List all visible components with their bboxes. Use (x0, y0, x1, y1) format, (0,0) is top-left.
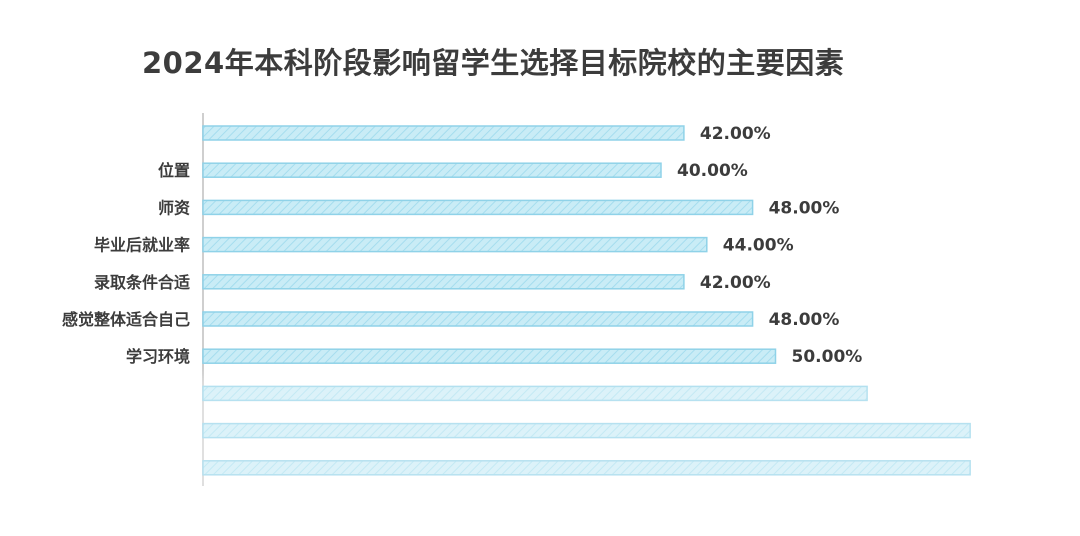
bar (202, 274, 685, 290)
data-label: 48.00% (769, 310, 840, 330)
bar (202, 422, 971, 439)
bar (202, 199, 754, 216)
category-label: 毕业后就业率 (94, 236, 190, 255)
chart-title: 2024年本科阶段影响留学生选择目标院校的主要因素 (142, 46, 845, 80)
data-label: 44.00% (723, 236, 794, 256)
category-label: 位置 (158, 161, 190, 180)
bar (202, 311, 754, 327)
bar (202, 348, 777, 364)
bar (202, 125, 685, 141)
data-label: 50.00% (792, 347, 863, 367)
data-label: 40.00% (677, 161, 748, 181)
category-label: 感觉整体适合自己 (62, 310, 190, 329)
data-label: 42.00% (700, 124, 771, 144)
category-label: 师资 (158, 198, 190, 217)
bar (202, 460, 971, 476)
bar (202, 385, 868, 402)
category-label: 录取条件合适 (94, 273, 190, 292)
bar (202, 162, 662, 178)
data-label: 48.00% (769, 198, 840, 218)
bar (202, 236, 708, 253)
data-label: 42.00% (700, 273, 771, 293)
category-label: 学习环境 (126, 347, 190, 366)
